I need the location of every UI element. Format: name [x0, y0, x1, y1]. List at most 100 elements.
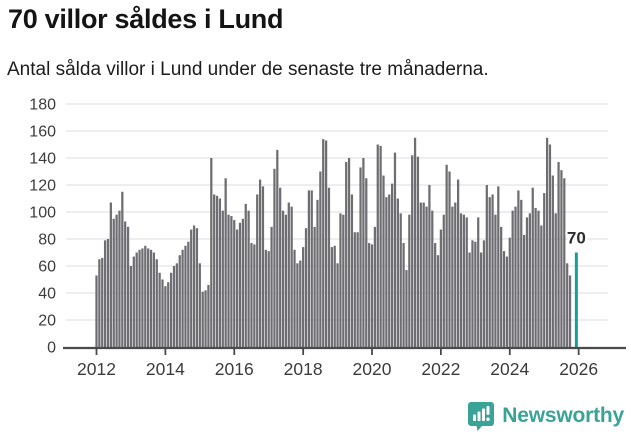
bar: [485, 185, 488, 347]
bar: [270, 226, 273, 347]
bar: [210, 158, 213, 347]
bar: [164, 286, 167, 347]
bar: [402, 243, 405, 347]
bar: [253, 244, 256, 347]
bar: [324, 140, 328, 347]
bar: [135, 252, 138, 347]
bar: [436, 255, 440, 347]
bar: [276, 149, 279, 347]
y-tick-label-0: 0: [47, 340, 56, 357]
bar: [172, 266, 176, 347]
bar: [169, 272, 173, 347]
bar: [528, 213, 531, 347]
newsworthy-icon: [467, 401, 495, 432]
bar: [195, 228, 199, 347]
bar: [333, 245, 336, 347]
bar: [336, 263, 339, 347]
y-tick-label-60: 60: [38, 259, 56, 276]
bar: [494, 214, 497, 347]
bar: [365, 178, 368, 347]
bar: [316, 199, 319, 347]
y-tick-label-180: 180: [29, 97, 56, 114]
bar: [353, 232, 356, 347]
bar: [121, 191, 124, 347]
bar: [267, 251, 270, 347]
y-tick-label-80: 80: [38, 232, 56, 249]
bar: [106, 239, 110, 347]
bar: [497, 186, 500, 347]
bar: [545, 137, 549, 347]
bar: [422, 202, 425, 347]
bar: [293, 249, 296, 347]
bar: [310, 190, 313, 347]
bar: [213, 194, 216, 347]
bar: [230, 216, 233, 347]
bar: [215, 195, 219, 347]
bar: [362, 158, 365, 347]
bar: [368, 243, 371, 347]
bar: [302, 247, 305, 347]
bar: [465, 217, 468, 347]
bar: [290, 206, 293, 347]
bar: [261, 186, 265, 347]
bar: [98, 259, 101, 347]
bar: [390, 183, 394, 347]
bar: [399, 213, 402, 347]
chart-area: 0 20 40 60 80 100 120 140 160 180 70 2012 2014 2016 20…: [29, 97, 626, 379]
y-tick-label-160: 160: [29, 124, 56, 141]
bar: [198, 263, 201, 347]
bar: [144, 245, 147, 347]
bar: [537, 210, 540, 347]
bar: [273, 168, 276, 347]
bar: [233, 220, 236, 347]
bar: [141, 248, 144, 347]
bar: [181, 249, 184, 347]
bar: [330, 247, 333, 347]
bar: [540, 225, 543, 347]
bar: [296, 263, 299, 347]
bar: [256, 194, 259, 347]
bar: [459, 213, 463, 347]
bar: [370, 244, 374, 347]
bar: [445, 164, 448, 347]
bar: [456, 179, 460, 347]
y-tick-label-140: 140: [29, 151, 56, 168]
bar: [250, 243, 253, 347]
bar: [184, 245, 187, 347]
bar: [419, 202, 422, 347]
bar-chart: 0 20 40 60 80 100 120 140 160 180 70 2012 2014 2016 20…: [29, 97, 626, 379]
bar: [471, 240, 474, 347]
bar: [218, 198, 222, 347]
bar: [517, 190, 520, 347]
highlight-bar: [574, 252, 578, 347]
bar: [299, 260, 302, 347]
bar: [313, 226, 316, 347]
bar: [462, 214, 465, 347]
newsworthy-logo[interactable]: Newsworthy: [467, 400, 624, 432]
bar: [178, 255, 181, 347]
bar: [167, 282, 170, 347]
bar: [563, 178, 566, 347]
bar: [201, 291, 204, 347]
bar: [451, 206, 454, 347]
bar: [502, 251, 506, 347]
bar: [264, 249, 267, 347]
x-tick-label-2014: 2014: [146, 359, 185, 379]
bar: [247, 210, 250, 347]
bar: [543, 193, 546, 347]
bar: [238, 222, 242, 347]
bar: [568, 275, 572, 347]
bar: [359, 167, 362, 347]
bar: [500, 226, 503, 347]
bar: [175, 263, 178, 347]
bar: [474, 241, 477, 347]
bar: [161, 279, 164, 347]
chart-subtitle: Antal sålda villor i Lund under de senas…: [7, 59, 489, 80]
bar: [236, 229, 239, 347]
bar: [192, 225, 196, 347]
x-tick-label-2012: 2012: [77, 359, 116, 379]
bar: [124, 221, 127, 347]
bar: [388, 194, 391, 347]
bar: [147, 248, 150, 347]
x-tick-label-2016: 2016: [215, 359, 254, 379]
